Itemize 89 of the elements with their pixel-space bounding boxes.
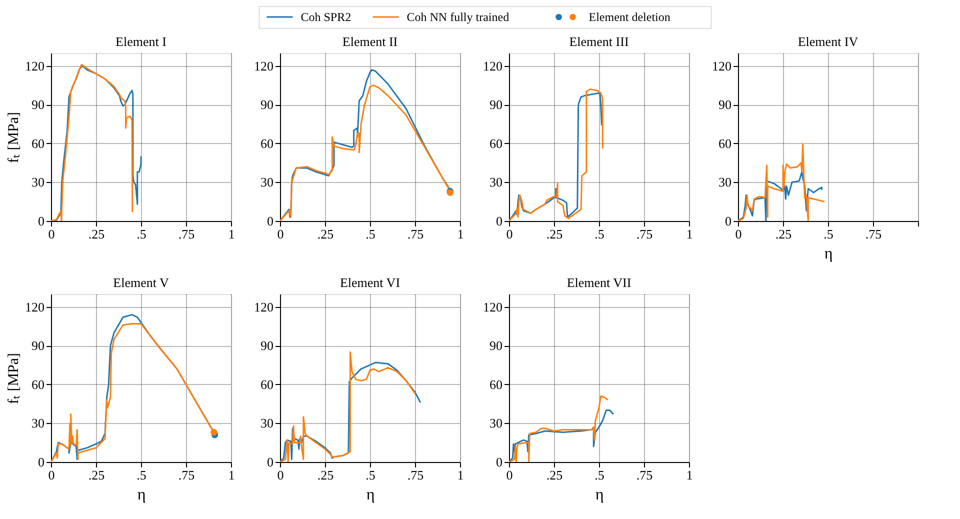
x-tick-label: .25	[546, 468, 563, 482]
x-tick-label: .75	[636, 226, 653, 242]
y-tick-label: 60	[490, 376, 502, 392]
y-tick-label: 0	[725, 214, 732, 228]
x-tick-label: 1	[686, 468, 693, 482]
x-tick-label: .25	[88, 226, 105, 242]
y-tick-label: 30	[718, 174, 732, 190]
x-tick-label: 1	[457, 226, 464, 242]
y-tick-label: 0	[496, 454, 502, 470]
chart-title: Element III	[569, 34, 629, 49]
y-tick-label: 30	[490, 174, 502, 190]
x-tick-label: .75	[865, 226, 882, 242]
chart-title: Element V	[113, 275, 170, 290]
x-tick-label: 1	[228, 226, 235, 242]
y-tick-label: 0	[267, 214, 274, 228]
y-axis-title: fₜ [MPa]	[6, 352, 22, 404]
chart-title: Element II	[342, 34, 398, 49]
y-tick-label: 60	[260, 136, 274, 151]
y-tick-label: 30	[32, 174, 44, 190]
y-tick-label: 90	[32, 338, 44, 354]
x-tick-label: 0	[277, 226, 284, 242]
y-tick-label: 120	[25, 299, 44, 314]
x-tick-label: 0	[48, 468, 55, 482]
x-axis-title: η	[366, 486, 375, 504]
chart-title: Element I	[116, 34, 166, 49]
chart-title: Element VII	[566, 275, 632, 290]
x-tick-label: .5	[136, 468, 146, 482]
x-tick-label: .75	[407, 468, 424, 482]
x-axis-title: η	[137, 486, 146, 504]
y-tick-label: 120	[483, 58, 502, 74]
line-series	[509, 395, 609, 462]
x-tick-label: .25	[88, 468, 105, 482]
y-tick-label: 90	[490, 338, 502, 354]
x-tick-label: 0	[506, 226, 513, 242]
x-tick-label: .5	[366, 468, 376, 482]
x-tick-label: .5	[594, 468, 604, 482]
x-tick-label: 1	[228, 468, 235, 482]
x-tick-label: 0	[277, 468, 284, 482]
x-tick-label: .75	[178, 226, 195, 242]
x-tick-label: 0	[735, 226, 742, 242]
y-tick-label: 90	[260, 338, 274, 354]
y-tick-label: 0	[496, 214, 502, 228]
y-tick-label: 0	[38, 454, 44, 470]
y-tick-label: 120	[483, 299, 502, 314]
legend-label: Element deletion	[588, 10, 670, 24]
y-tick-label: 60	[32, 136, 44, 151]
x-tick-label: .75	[636, 468, 653, 482]
legend-label: Coh NN fully trained	[406, 10, 510, 24]
x-tick-label: 1	[686, 226, 693, 242]
line-series	[738, 171, 822, 221]
y-tick-label: 90	[718, 97, 732, 112]
y-tick-label: 30	[490, 416, 502, 431]
x-tick-label: .25	[546, 226, 563, 242]
y-tick-label: 0	[267, 454, 274, 470]
x-tick-label: .75	[407, 226, 424, 242]
y-tick-label: 60	[32, 376, 44, 392]
y-tick-label: 90	[260, 97, 274, 112]
y-tick-label: 120	[254, 299, 274, 314]
x-tick-label: 1	[457, 468, 464, 482]
chart-title: Element IV	[798, 34, 859, 49]
y-tick-label: 120	[25, 58, 44, 74]
y-tick-label: 120	[254, 58, 274, 74]
y-tick-label: 60	[260, 376, 274, 392]
y-tick-label: 90	[490, 97, 502, 112]
y-tick-label: 60	[490, 136, 502, 151]
y-tick-label: 0	[38, 214, 44, 228]
x-tick-label: .5	[136, 226, 146, 242]
legend-label: Coh SPR2	[300, 10, 352, 24]
x-tick-label: .25	[317, 468, 334, 482]
y-tick-label: 30	[260, 174, 274, 190]
x-tick-label: 0	[48, 226, 55, 242]
x-tick-label: .5	[594, 226, 604, 242]
line-series	[738, 142, 826, 221]
y-tick-label: 90	[32, 97, 44, 112]
line-series	[509, 410, 614, 462]
x-tick-label: .5	[366, 226, 376, 242]
x-axis-title: η	[824, 246, 833, 262]
x-tick-label: .25	[775, 226, 792, 242]
y-tick-label: 120	[712, 58, 732, 74]
x-tick-label: .25	[317, 226, 334, 242]
y-axis-title: fₜ [MPa]	[6, 112, 22, 164]
x-axis-title: η	[595, 486, 604, 504]
x-tick-label: .5	[824, 226, 834, 242]
y-tick-label: 30	[32, 416, 44, 431]
x-tick-label: 0	[506, 468, 513, 482]
x-tick-label: .75	[178, 468, 195, 482]
y-tick-label: 30	[260, 416, 274, 431]
y-tick-label: 60	[718, 136, 732, 151]
chart-title: Element VI	[340, 275, 400, 290]
